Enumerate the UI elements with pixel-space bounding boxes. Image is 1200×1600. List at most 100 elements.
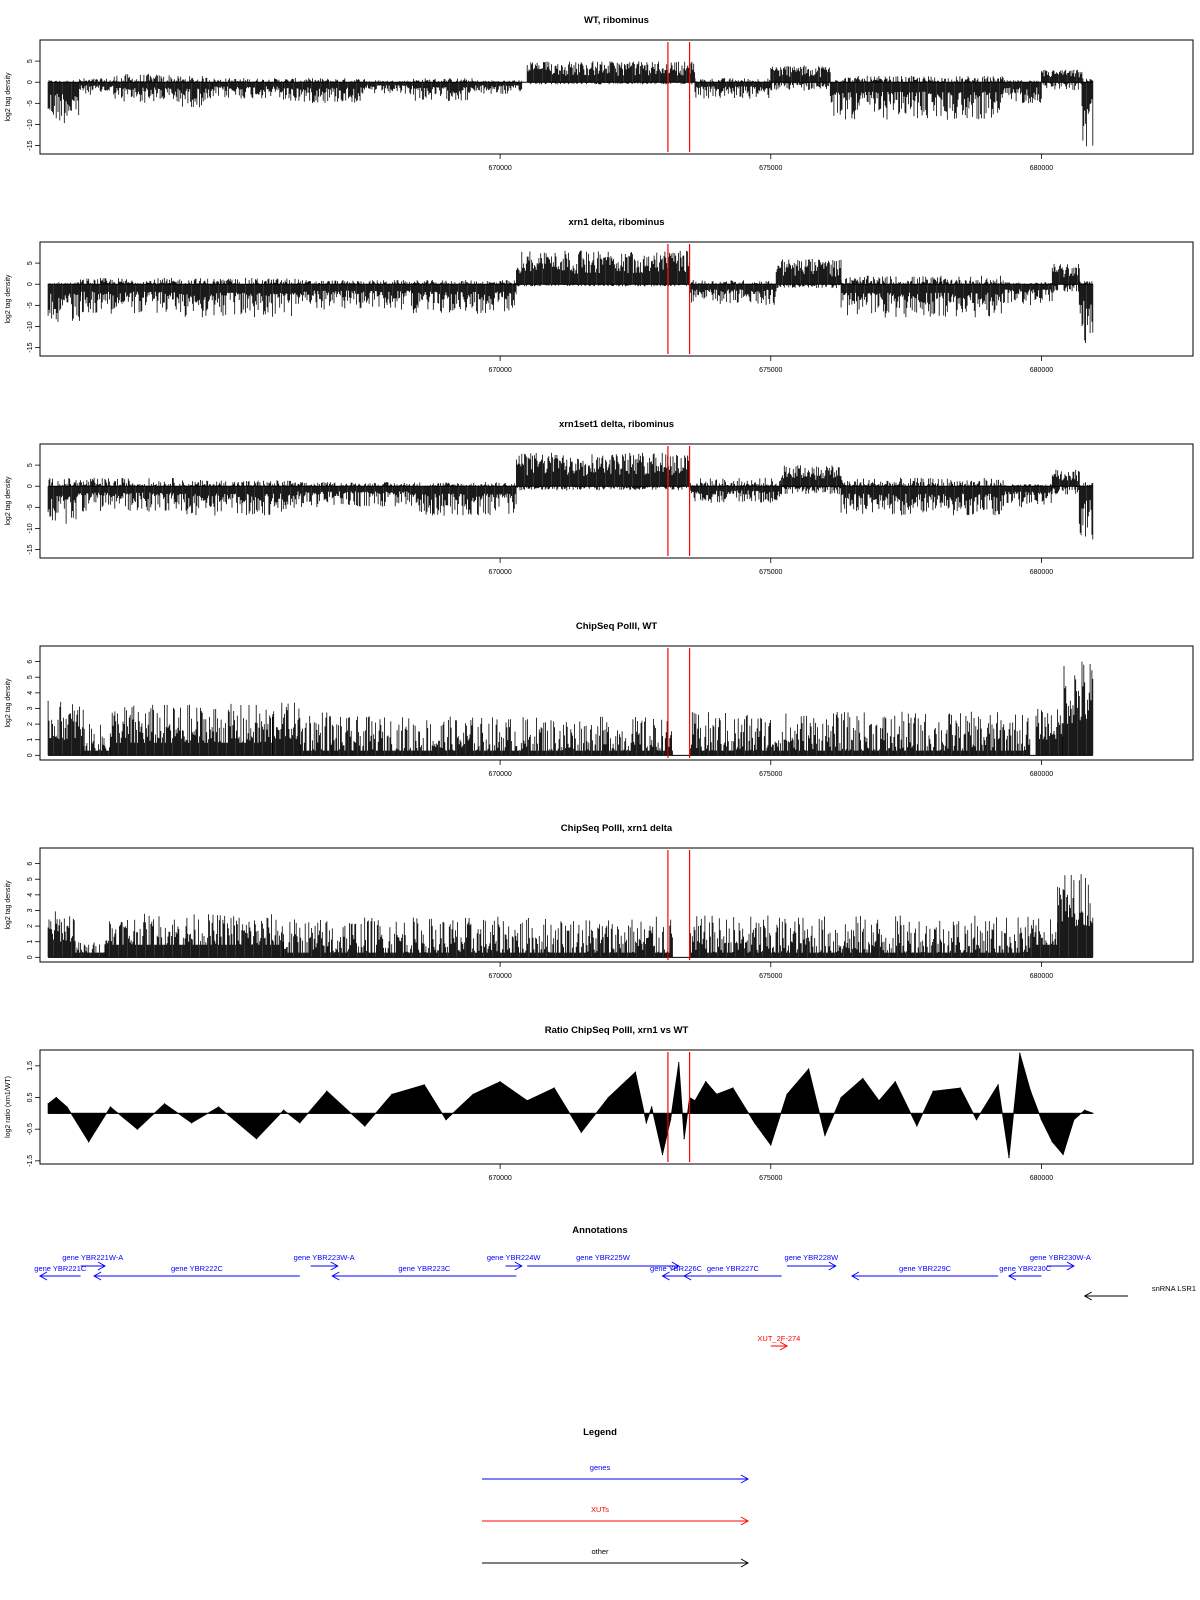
x-tick-label: 675000 [759, 367, 782, 374]
data-bars [272, 702, 301, 756]
data-bars [80, 278, 176, 314]
x-tick-label: 670000 [488, 1175, 511, 1182]
data-segment [212, 78, 284, 99]
y-tick-label: 3 [27, 706, 34, 710]
legend-entry: XUTs [482, 1505, 750, 1526]
y-axis-label: log2 tag density [5, 880, 12, 930]
data-bars [174, 277, 300, 318]
data-point [1062, 1153, 1064, 1156]
x-tick-label: 675000 [759, 1175, 782, 1182]
data-segment [47, 478, 79, 524]
data-point [753, 1122, 756, 1124]
data-segment [472, 80, 523, 94]
arrow-head [683, 1271, 692, 1281]
annotation-arrow [505, 1261, 523, 1271]
annotation-feature: gene YBR221C [34, 1264, 87, 1281]
data-segment [413, 78, 474, 102]
annotation-feature: snRNA LSR1 [1083, 1284, 1196, 1301]
data-point [607, 1096, 609, 1099]
x-tick-label: 680000 [1030, 569, 1053, 576]
y-tick-label: 1 [27, 940, 34, 944]
y-tick-label: -15 [27, 140, 34, 150]
data-point [282, 1109, 285, 1111]
chart-panel-4: ChipSeq PolII, WT log2 tag density 0 1 2 3 4 5 6… [5, 621, 1194, 778]
chart-panel-5: ChipSeq PolII, xrn1 delta log2 tag densit… [5, 823, 1194, 980]
data-bars [294, 482, 414, 508]
y-tick-label: -10 [27, 119, 34, 129]
annotation-label: gene YBR230C [999, 1264, 1052, 1273]
legend: Legend genes XUTs other [482, 1427, 750, 1568]
data-bars [82, 724, 111, 756]
annotation-feature: gene YBR223C [331, 1264, 517, 1281]
plot-frame [39, 39, 1194, 155]
y-axis-label: log2 tag density [5, 476, 12, 526]
data-segment [1062, 661, 1094, 756]
data-point [580, 1131, 582, 1133]
annotation-arrow [38, 1271, 81, 1281]
data-segment [364, 80, 414, 95]
x-tick-label: 675000 [759, 771, 782, 778]
annotation-arrow [850, 1271, 999, 1281]
data-point [1084, 1109, 1086, 1111]
data-point [445, 1119, 447, 1121]
arrow-head [661, 1271, 670, 1281]
data-bars [1003, 80, 1042, 104]
data-bars [364, 80, 414, 95]
annotation-arrow [527, 1261, 680, 1271]
x-tick-label: 670000 [488, 771, 511, 778]
chart-title: xrn1 delta, ribominus [568, 217, 664, 228]
legend-label: genes [590, 1463, 611, 1472]
data-point [916, 1125, 918, 1127]
data-bars [283, 78, 365, 104]
data-area [47, 1053, 1094, 1158]
data-segment [1051, 469, 1080, 495]
data-bars [1062, 661, 1094, 756]
y-tick-label: 2 [27, 722, 34, 726]
annotation-arrow [787, 1261, 837, 1271]
data-bars [47, 478, 79, 524]
data-bars [516, 250, 690, 287]
data-bars [1081, 78, 1094, 147]
data-bars [840, 275, 1004, 318]
x-tick-label: 680000 [1030, 973, 1053, 980]
data-bars [516, 452, 690, 491]
data-bars [526, 61, 695, 85]
data-bars [79, 78, 115, 95]
y-tick-label: -5 [27, 100, 34, 106]
legend-label: other [591, 1547, 609, 1556]
chart-panel-1: WT, ribominus log2 tag density -15 -10 -5 0 5 6… [5, 15, 1194, 172]
x-tick-label: 670000 [488, 367, 511, 374]
data-point [683, 1138, 685, 1140]
data-point [109, 1106, 111, 1108]
chart-title: WT, ribominus [584, 15, 649, 26]
y-tick-label: 0 [27, 80, 34, 84]
chart-title: Ratio ChipSeq PolII, xrn1 vs WT [545, 1025, 689, 1036]
data-series [47, 1052, 1094, 1159]
annotation-feature: gene YBR227C [683, 1264, 782, 1281]
chart-title: ChipSeq PolII, xrn1 delta [561, 823, 673, 834]
annotation-label: gene YBR222C [171, 1264, 224, 1273]
data-point [1030, 1090, 1032, 1092]
y-tick-label: 4 [27, 691, 34, 695]
data-bars [299, 280, 414, 310]
data-bars [74, 942, 106, 958]
data-bars [113, 73, 175, 103]
data-point [526, 1100, 528, 1102]
arrow-head [93, 1271, 102, 1281]
legend-label: XUTs [591, 1505, 609, 1514]
data-bars [1051, 469, 1080, 495]
data-segment [174, 76, 214, 108]
y-tick-label: 5 [27, 59, 34, 63]
arrow-head [1083, 1291, 1092, 1301]
y-axis-label: log2 tag density [5, 72, 12, 122]
data-series [47, 250, 1094, 344]
annotation-label: gene YBR221W-A [62, 1253, 123, 1262]
x-tick-label: 670000 [488, 569, 511, 576]
legend-entry: other [482, 1547, 750, 1568]
annotation-label: gene YBR228W [785, 1253, 840, 1262]
annotation-arrow [310, 1261, 339, 1271]
arrow-head [331, 1271, 340, 1281]
x-tick-label: 675000 [759, 973, 782, 980]
y-tick-label: -1.5 [27, 1155, 34, 1167]
data-segment [1003, 282, 1053, 306]
